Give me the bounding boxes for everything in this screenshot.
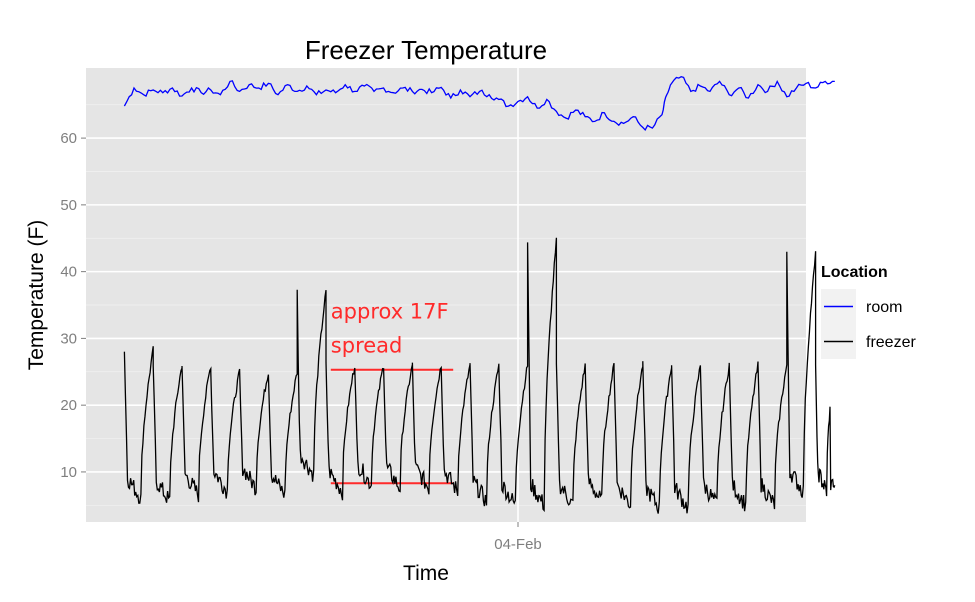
legend-title: Location	[821, 264, 888, 281]
series-line-room	[123, 75, 835, 131]
annotation-layer: approx 17F spread	[330, 299, 454, 485]
y-tick-label: 60	[60, 130, 77, 147]
x-axis: 04-Feb	[494, 522, 542, 553]
x-axis-title: Time	[403, 562, 449, 585]
legend-label-room: room	[866, 299, 902, 316]
annotation-text: spread	[331, 333, 403, 357]
y-tick-label: 40	[60, 264, 77, 281]
chart-title: Freezer Temperature	[305, 35, 547, 65]
series-layer	[123, 75, 836, 514]
x-tick-label: 04-Feb	[494, 536, 542, 553]
series-line-freezer	[123, 237, 836, 514]
y-tick-label: 50	[60, 197, 77, 214]
y-tick-label: 30	[60, 330, 77, 347]
y-tick-label: 10	[60, 464, 77, 481]
legend-label-freezer: freezer	[866, 334, 916, 351]
y-axis-title: Temperature (F)	[25, 220, 48, 371]
annotation-text: approx 17F	[331, 299, 449, 323]
plot-panel	[86, 68, 806, 522]
y-tick-label: 20	[60, 397, 77, 414]
legend: Location room freezer	[821, 264, 916, 359]
y-axis: 10 20 30 40 50 60	[60, 130, 86, 481]
